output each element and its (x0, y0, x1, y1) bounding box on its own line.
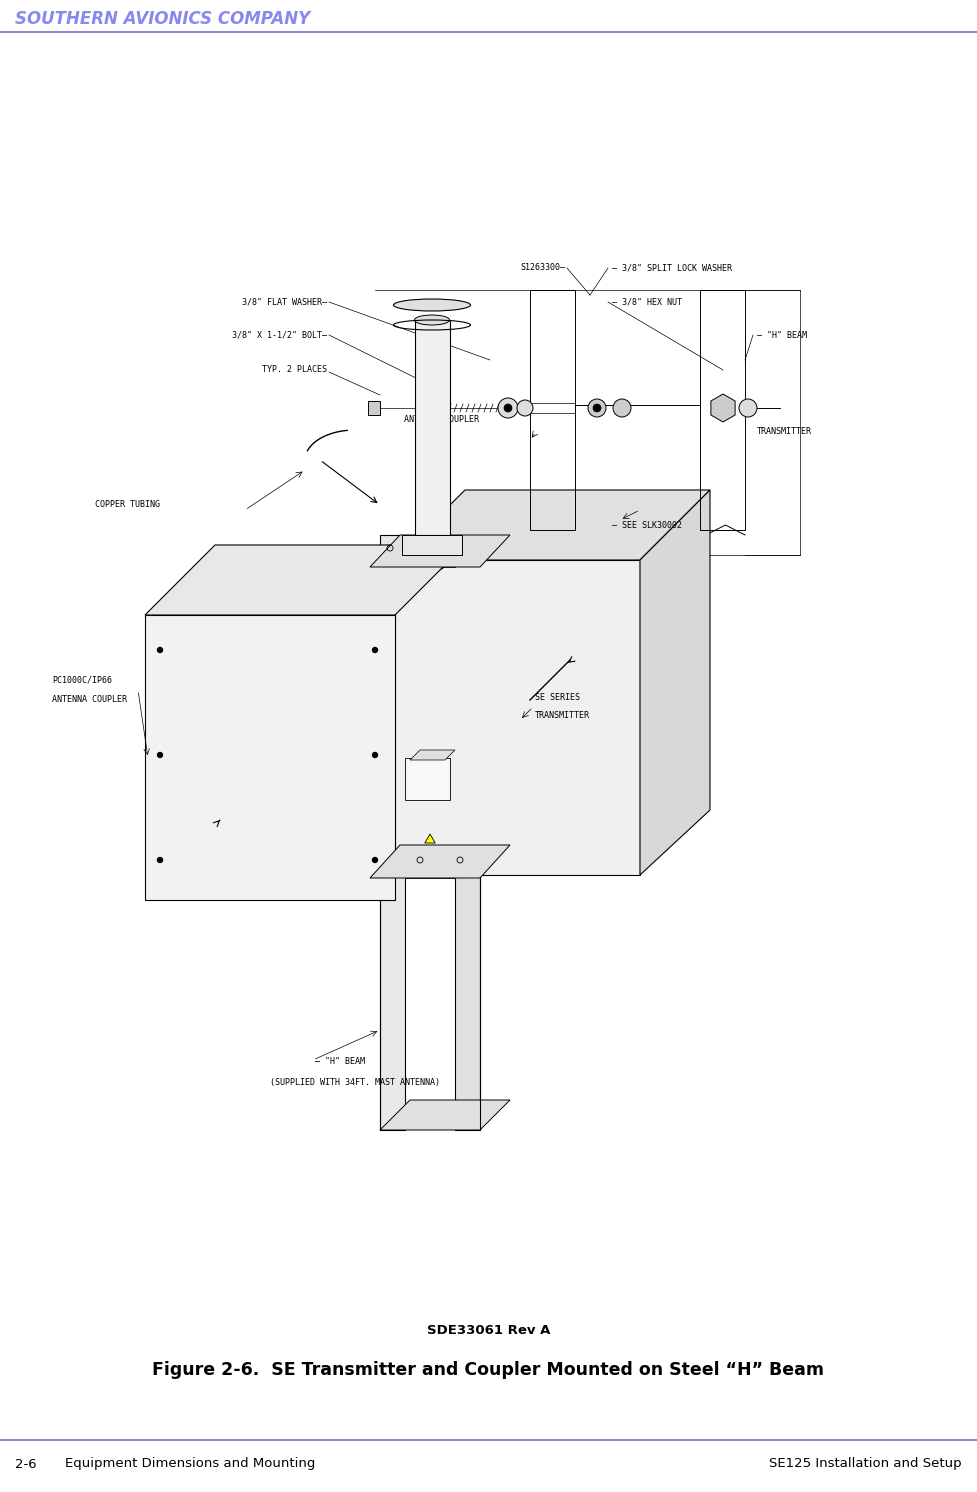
Circle shape (588, 398, 606, 416)
Polygon shape (455, 536, 480, 1129)
Text: S1263300—: S1263300— (520, 264, 565, 273)
Polygon shape (711, 394, 735, 422)
Polygon shape (402, 536, 462, 555)
Circle shape (372, 858, 377, 862)
Circle shape (372, 752, 377, 758)
Text: 3/8" FLAT WASHER—: 3/8" FLAT WASHER— (242, 297, 327, 306)
Text: SE125 Installation and Setup: SE125 Installation and Setup (769, 1458, 962, 1471)
Text: — 3/8" HEX NUT: — 3/8" HEX NUT (612, 297, 682, 306)
Text: — 3/8" SPLIT LOCK WASHER: — 3/8" SPLIT LOCK WASHER (612, 264, 732, 273)
Text: TRANSMITTER: TRANSMITTER (535, 712, 590, 721)
Polygon shape (405, 758, 450, 800)
Polygon shape (415, 319, 450, 536)
Text: — "H" BEAM: — "H" BEAM (315, 1058, 365, 1067)
Text: ANTENNA COUPLER: ANTENNA COUPLER (404, 415, 479, 425)
Ellipse shape (394, 298, 471, 310)
Polygon shape (395, 560, 640, 874)
Text: SE SERIES: SE SERIES (535, 692, 580, 701)
Polygon shape (370, 844, 510, 877)
Circle shape (157, 752, 162, 758)
Circle shape (593, 404, 601, 412)
Polygon shape (395, 489, 710, 560)
Text: COPPER TUBING: COPPER TUBING (95, 500, 160, 509)
Circle shape (713, 398, 733, 418)
Circle shape (157, 858, 162, 862)
Text: PC1000C/IP66: PC1000C/IP66 (52, 676, 112, 685)
Text: TYP. 2 PLACES: TYP. 2 PLACES (262, 366, 327, 374)
Text: SDE33061 Rev A: SDE33061 Rev A (427, 1323, 550, 1337)
Polygon shape (145, 545, 465, 615)
Text: — SEE SLK30002: — SEE SLK30002 (612, 521, 682, 530)
Circle shape (372, 648, 377, 652)
Circle shape (504, 404, 512, 412)
Polygon shape (640, 489, 710, 874)
Polygon shape (380, 536, 405, 1129)
Polygon shape (380, 1100, 510, 1129)
Text: SOUTHERN AVIONICS COMPANY: SOUTHERN AVIONICS COMPANY (15, 10, 310, 28)
Text: ANTENNA COUPLER: ANTENNA COUPLER (52, 695, 127, 704)
Circle shape (613, 398, 631, 416)
Text: 3/8" X 1-1/2" BOLT—: 3/8" X 1-1/2" BOLT— (232, 331, 327, 340)
Text: (SUPPLIED WITH 34FT. MAST ANTENNA): (SUPPLIED WITH 34FT. MAST ANTENNA) (270, 1077, 440, 1086)
Text: Figure 2-6.  SE Transmitter and Coupler Mounted on Steel “H” Beam: Figure 2-6. SE Transmitter and Coupler M… (152, 1361, 825, 1379)
Circle shape (739, 398, 757, 416)
Circle shape (517, 400, 533, 416)
Text: Equipment Dimensions and Mounting: Equipment Dimensions and Mounting (65, 1458, 316, 1471)
Ellipse shape (414, 315, 449, 325)
Text: 2-6: 2-6 (15, 1458, 36, 1471)
Circle shape (498, 398, 518, 418)
Text: TRANSMITTER: TRANSMITTER (757, 428, 812, 437)
Circle shape (157, 648, 162, 652)
Polygon shape (410, 750, 455, 759)
Polygon shape (145, 615, 395, 900)
Polygon shape (370, 536, 510, 567)
Text: — "H" BEAM: — "H" BEAM (757, 331, 807, 340)
Bar (368, 401, 380, 415)
